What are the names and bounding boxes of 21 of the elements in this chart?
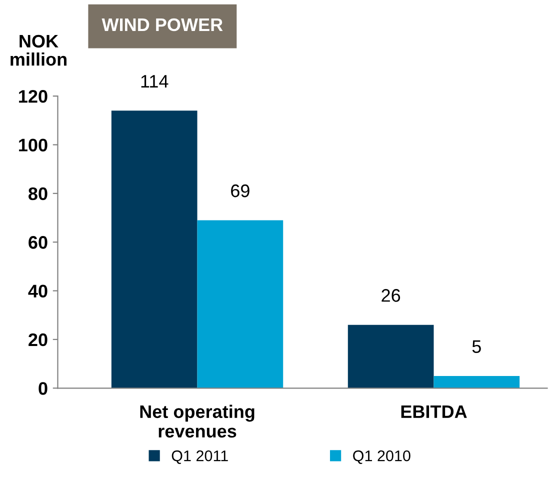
chart-title: WIND POWER xyxy=(102,18,223,32)
legend-label: Q1 2011 xyxy=(172,450,228,464)
y-axis-title: NOK million xyxy=(10,34,66,66)
legend-label: Q1 2010 xyxy=(353,450,410,464)
x-tick-label: Net operating revenues xyxy=(140,404,254,438)
y-tick-label: 40 xyxy=(28,284,48,298)
bar xyxy=(434,376,520,388)
x-tick-label: EBITDA xyxy=(401,405,467,418)
y-tick-label: 0 xyxy=(38,382,48,395)
data-label: 5 xyxy=(472,340,481,353)
y-tick-label: 100 xyxy=(19,138,48,152)
bar xyxy=(111,110,198,388)
y-tick-label: 120 xyxy=(19,90,48,103)
bar xyxy=(348,324,434,388)
data-label: 114 xyxy=(141,75,168,88)
y-tick-label: 20 xyxy=(28,333,48,346)
y-tick-label: 80 xyxy=(28,187,48,200)
data-label: 69 xyxy=(231,184,250,198)
data-label: 26 xyxy=(382,289,400,302)
y-tick-label: 60 xyxy=(28,236,48,249)
bar xyxy=(197,220,284,388)
